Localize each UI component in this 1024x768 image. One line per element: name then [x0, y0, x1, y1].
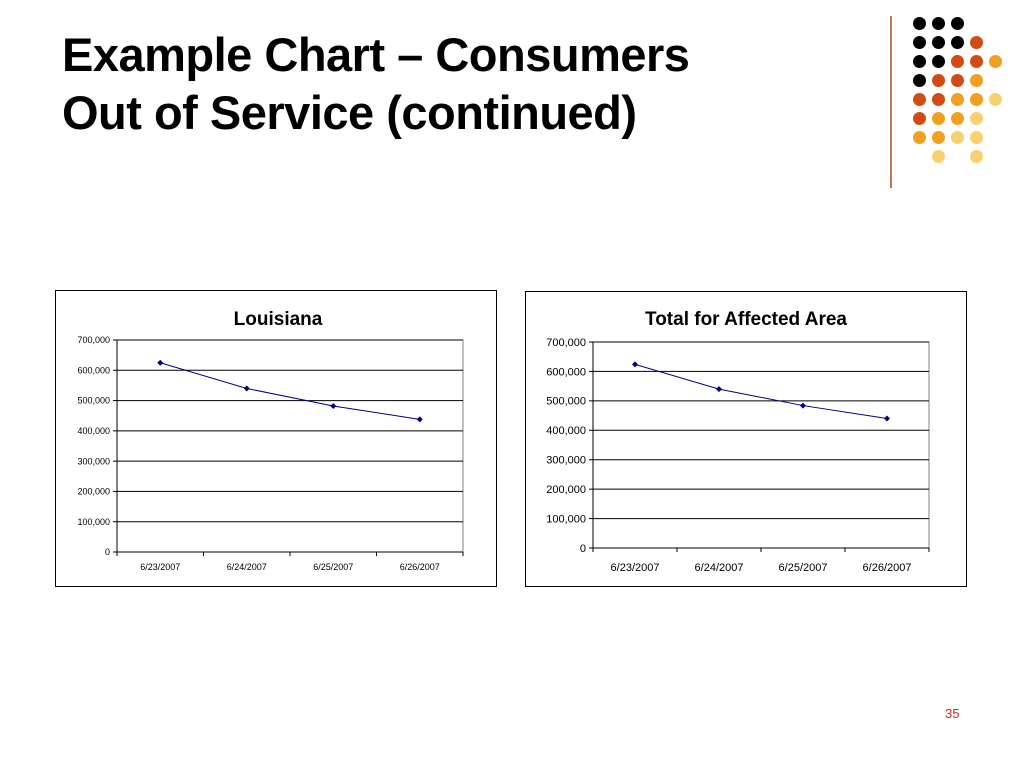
affected-area-chart: Total for Affected Area 0 100,000 200,000 30… [525, 291, 967, 587]
decorative-dot [912, 35, 926, 49]
decorative-dot [950, 16, 964, 30]
louisiana-y-tick-label: 200,000 [77, 487, 110, 497]
louisiana-chart-svg: Louisiana 0 100,000 200,000 300,000 400,000 50… [77, 309, 464, 572]
decorative-dot [912, 73, 926, 87]
affected-area-x-tick-label: 6/24/2007 [695, 562, 744, 574]
decorative-dot [912, 16, 926, 30]
decorative-dot [912, 54, 926, 68]
decorative-dot [931, 92, 945, 106]
slide-title-line-1: Example Chart – Consumers [62, 28, 690, 81]
affected-area-chart-title: Total for Affected Area [645, 309, 847, 330]
affected-area-x-tick-label: 6/25/2007 [779, 562, 828, 574]
louisiana-data-point [243, 385, 250, 392]
affected-area-y-tick-label: 700,000 [546, 337, 586, 349]
decorative-dot [969, 35, 983, 49]
decorative-dot [969, 54, 983, 68]
decorative-dot [950, 73, 964, 87]
decorative-dot [931, 111, 945, 125]
affected-area-y-tick-label: 100,000 [546, 513, 586, 525]
louisiana-x-tick-label: 6/24/2007 [227, 562, 267, 572]
decorative-dot [931, 35, 945, 49]
slide-title-line-2: Out of Service (continued) [62, 86, 637, 139]
decorative-dot [969, 73, 983, 87]
decorative-dot [950, 54, 964, 68]
louisiana-chart-title: Louisiana [234, 309, 323, 330]
affected-area-x-tick-label: 6/26/2007 [863, 562, 912, 574]
louisiana-y-tick-label: 500,000 [77, 396, 110, 406]
louisiana-x-tick-label: 6/26/2007 [400, 562, 440, 572]
decorative-dot [950, 111, 964, 125]
louisiana-series-line [160, 362, 420, 420]
decorative-dot [988, 54, 1002, 68]
decorative-vertical-rule [890, 16, 892, 188]
louisiana-y-tick-label: 0 [105, 547, 110, 557]
decorative-dot [969, 130, 983, 144]
affected-area-y-tick-label: 500,000 [546, 396, 586, 408]
decorative-dot [931, 54, 945, 68]
louisiana-data-point [416, 416, 423, 423]
louisiana-x-tick-label: 6/25/2007 [313, 562, 353, 572]
decorative-dot [931, 73, 945, 87]
decorative-dot [912, 130, 926, 144]
affected-area-y-tick-label: 0 [580, 543, 586, 555]
decorative-dot [969, 149, 983, 163]
decorative-dot [969, 111, 983, 125]
louisiana-plot-area [116, 339, 464, 553]
louisiana-x-tick-label: 6/23/2007 [140, 562, 180, 572]
slide-title: Example Chart – Consumers Out of Service… [62, 26, 690, 142]
decorative-dot [988, 92, 1002, 106]
louisiana-y-tick-label: 600,000 [77, 365, 110, 375]
decorative-dot [950, 35, 964, 49]
decorative-dot [931, 130, 945, 144]
decorative-dot [969, 92, 983, 106]
decorative-dot [950, 92, 964, 106]
affected-area-x-tick-label: 6/23/2007 [611, 562, 660, 574]
page-number: 35 [945, 706, 960, 721]
decorative-dot [950, 130, 964, 144]
decorative-dot [912, 111, 926, 125]
affected-area-data-point [716, 386, 722, 393]
louisiana-data-point [157, 359, 164, 366]
affected-area-series-line [634, 363, 888, 420]
affected-area-data-point [632, 361, 638, 368]
louisiana-y-tick-label: 700,000 [77, 335, 110, 345]
louisiana-data-point [330, 403, 337, 410]
affected-area-y-tick-label: 400,000 [546, 425, 586, 437]
affected-area-data-point [800, 402, 806, 409]
decorative-dot [931, 16, 945, 30]
affected-area-chart-svg: Total for Affected Area 0 100,000 200,000 30… [546, 309, 930, 574]
decorative-dot [912, 92, 926, 106]
louisiana-y-tick-label: 300,000 [77, 456, 110, 466]
affected-area-y-tick-label: 600,000 [546, 366, 586, 378]
affected-area-data-point [884, 415, 890, 422]
louisiana-y-tick-label: 100,000 [77, 517, 110, 527]
louisiana-chart: Louisiana 0 100,000 200,000 300,000 400,000 50… [55, 290, 497, 587]
affected-area-plot-area [592, 341, 930, 549]
affected-area-y-tick-label: 300,000 [546, 455, 586, 467]
decorative-dot [931, 149, 945, 163]
louisiana-y-tick-label: 400,000 [77, 426, 110, 436]
affected-area-y-tick-label: 200,000 [546, 484, 586, 496]
